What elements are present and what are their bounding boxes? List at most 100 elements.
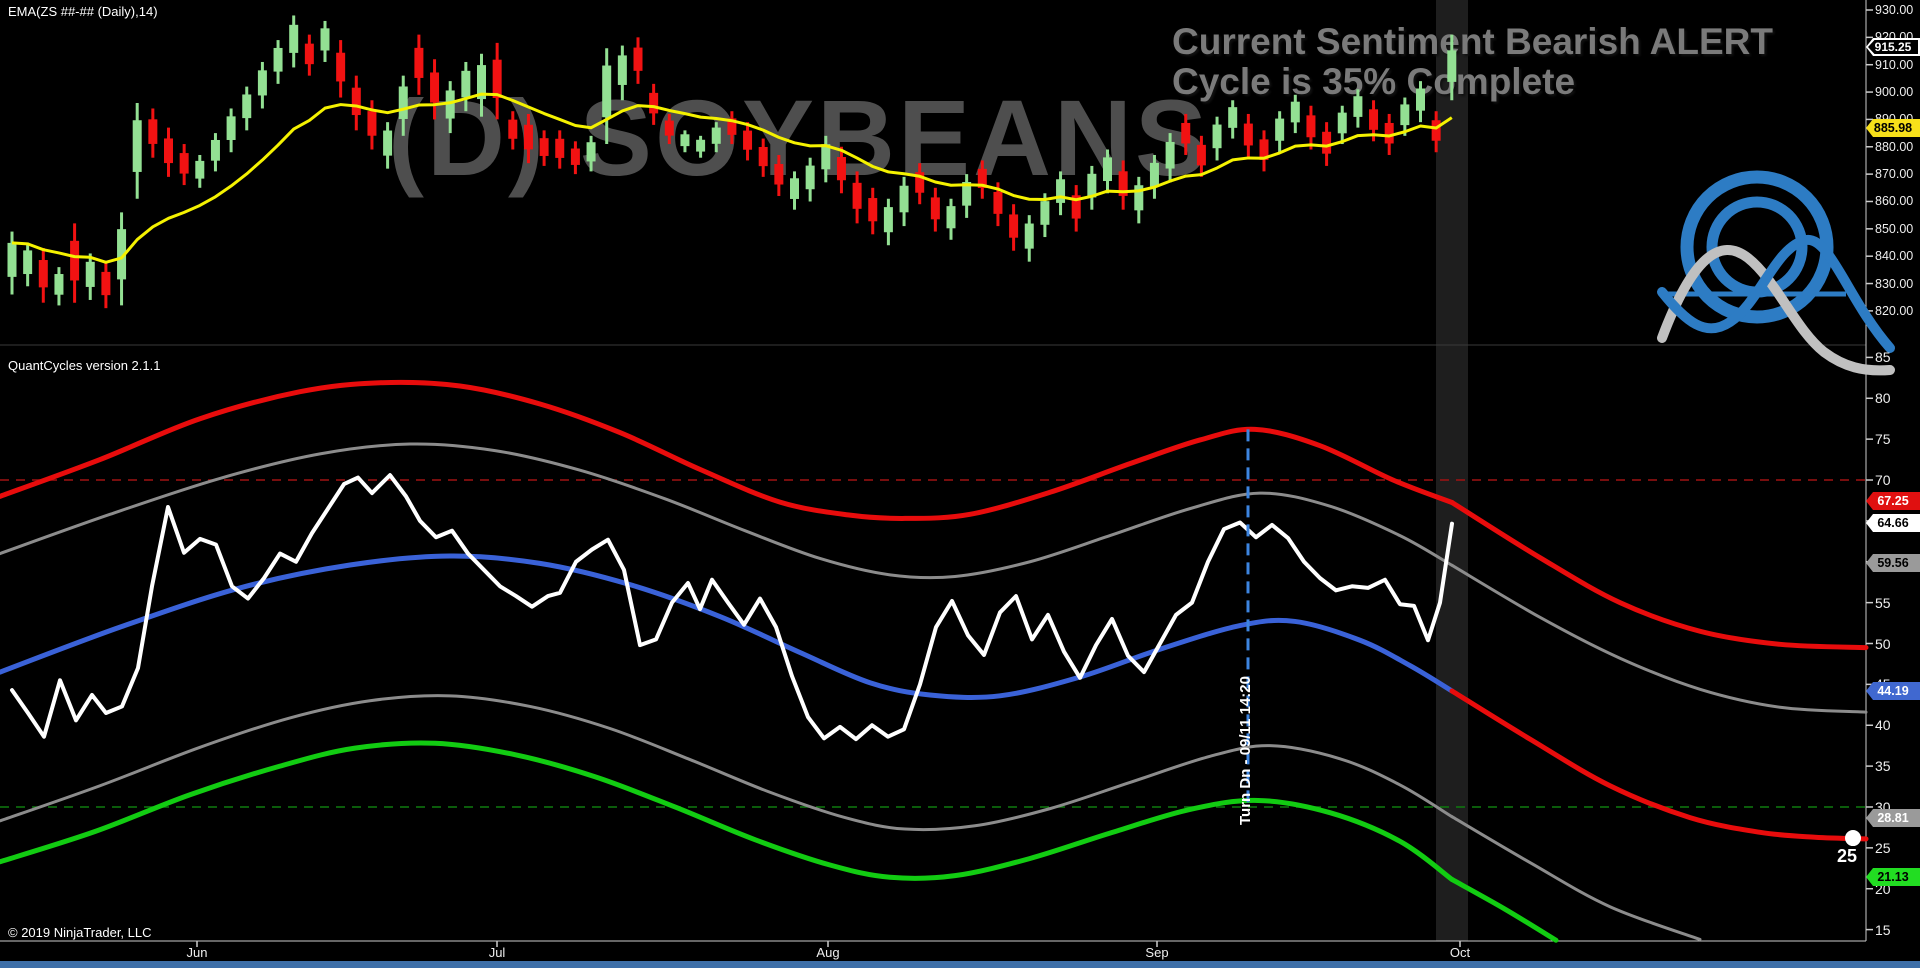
current-bar-highlight <box>1436 0 1468 941</box>
candle-body <box>915 172 925 193</box>
candle-body <box>1228 107 1238 128</box>
candle-body <box>1134 185 1144 211</box>
candle-body <box>602 65 612 118</box>
candle-body <box>85 261 95 287</box>
candle-body <box>1416 88 1425 111</box>
candle-body <box>367 111 377 136</box>
candle-body <box>868 198 878 222</box>
candle-body <box>336 52 346 82</box>
candle-body <box>1103 157 1112 182</box>
candle-body <box>633 47 643 71</box>
candle-body <box>1165 141 1175 169</box>
gray-lower-band <box>0 694 1454 832</box>
candle-body <box>1431 120 1441 141</box>
candle-body <box>1056 179 1066 203</box>
candle-body <box>195 160 205 179</box>
candle-body <box>570 148 580 165</box>
candle-body <box>883 207 893 233</box>
candle-body <box>1290 101 1300 123</box>
oscillator-white-line <box>10 473 1454 742</box>
quantcycles-logo <box>1657 170 1895 376</box>
candle-body <box>523 124 533 150</box>
sentiment-alert: Current Sentiment Bearish ALERT Cycle is… <box>1172 22 1773 102</box>
candle-body <box>1306 115 1316 138</box>
center-forecast-bearish <box>1449 688 1869 842</box>
candle-body <box>1369 109 1379 130</box>
forecast-end-dot <box>1845 830 1861 847</box>
candle-body <box>1181 122 1191 144</box>
candle-body <box>461 70 471 98</box>
candle-body <box>586 142 596 162</box>
candle-body <box>226 116 236 140</box>
candle-body <box>383 130 393 156</box>
candle-body <box>930 197 940 220</box>
candle-body <box>946 206 956 229</box>
candle-body <box>680 134 690 147</box>
candle-body <box>555 138 565 158</box>
ema-line <box>11 92 1453 264</box>
candle-body <box>617 55 627 85</box>
candle-body <box>508 119 518 139</box>
candle-body <box>821 144 831 170</box>
candle-body <box>758 146 768 167</box>
candle-body <box>805 165 815 190</box>
candle-body <box>257 70 267 96</box>
candle-body <box>398 86 408 119</box>
candle-body <box>790 178 799 199</box>
candle-body <box>477 65 486 100</box>
candle-body <box>289 24 299 53</box>
red-upper-band <box>0 379 1455 521</box>
candle-body <box>38 260 48 288</box>
candle-body <box>727 118 737 135</box>
candle-body <box>664 120 674 136</box>
candle-body <box>148 119 158 144</box>
candle-body <box>993 191 1003 214</box>
candle-body <box>977 168 987 189</box>
candle-body <box>320 28 330 51</box>
candle-body <box>1275 118 1285 141</box>
candle-body <box>164 138 173 164</box>
candle-body <box>1071 195 1081 219</box>
candle-body <box>1447 50 1457 82</box>
candle-body <box>414 47 424 78</box>
candle-body <box>7 242 17 277</box>
gray-upper-forecast <box>1450 563 1868 714</box>
candle-body <box>1259 139 1269 160</box>
candle-body <box>273 47 283 72</box>
candle-body <box>1353 96 1363 117</box>
candle-body <box>696 139 706 152</box>
blue-center-line <box>0 553 1455 700</box>
gray-upper-band <box>0 442 1454 580</box>
candle-body <box>539 138 549 156</box>
candle-body <box>117 229 127 280</box>
red-upper-forecast <box>1449 499 1869 651</box>
candle-body <box>1196 144 1206 166</box>
candle-body <box>711 127 721 144</box>
candle-body <box>836 157 846 181</box>
candle-body <box>304 43 314 65</box>
green-lower-forecast <box>1449 876 1559 943</box>
candle-body <box>1118 171 1128 196</box>
candle-body <box>899 185 909 213</box>
candle-body <box>1400 104 1410 126</box>
window-bottom-strip <box>0 961 1920 968</box>
candle-body <box>1384 122 1394 144</box>
candle-body <box>23 250 33 275</box>
candle-body <box>54 274 64 295</box>
candle-body <box>132 120 142 172</box>
candle-body <box>351 87 361 116</box>
candle-body <box>179 153 189 174</box>
candle-body <box>1322 131 1332 154</box>
candle-body <box>430 72 440 103</box>
candle-body <box>1087 173 1097 198</box>
candle-body <box>492 59 502 98</box>
gray-lower-forecast <box>1450 815 1702 941</box>
green-lower-band <box>0 740 1455 882</box>
candle-body <box>1040 201 1050 225</box>
candle-body <box>1243 123 1253 146</box>
candle-body <box>210 139 220 161</box>
candle-body <box>1212 124 1222 149</box>
